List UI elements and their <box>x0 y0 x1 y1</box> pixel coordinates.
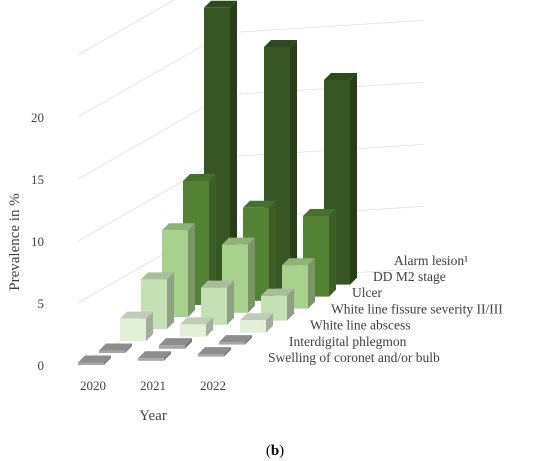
bar-top <box>240 313 273 321</box>
y-axis-title: Prevalence in % <box>7 193 23 290</box>
bar-side <box>350 73 357 285</box>
bar-top <box>159 338 192 346</box>
bar-front <box>78 362 104 365</box>
bar <box>240 313 273 333</box>
bar-side <box>230 0 237 294</box>
bar-top <box>264 40 297 47</box>
bar-side <box>209 174 216 305</box>
bar-side <box>290 40 297 289</box>
bar-top <box>78 355 111 363</box>
bar-front <box>180 324 206 337</box>
bar-top <box>204 0 237 8</box>
y-tick-label: 20 <box>31 110 44 125</box>
bar-top <box>222 237 255 245</box>
gridline <box>77 0 176 56</box>
bar-side <box>287 288 294 321</box>
bar-top <box>183 174 216 181</box>
caption-letter: b <box>271 443 279 459</box>
bar-top <box>261 288 294 296</box>
bar <box>78 355 111 365</box>
y-tick-label: 15 <box>31 172 44 187</box>
bar <box>264 40 297 289</box>
bar-top <box>138 351 171 359</box>
bar-top <box>303 209 336 216</box>
bar <box>120 311 153 341</box>
y-tick-labels: 0 5 10 15 20 <box>31 110 44 373</box>
bar <box>180 317 213 337</box>
figure-caption: (b) <box>266 443 284 459</box>
bar-front <box>99 350 125 353</box>
bar-side <box>188 223 195 317</box>
bar-side <box>125 343 132 353</box>
bar-top <box>243 200 276 208</box>
bar-front <box>219 342 245 345</box>
bar <box>99 343 132 353</box>
bar-side <box>224 347 231 357</box>
bar-side <box>164 351 171 361</box>
series-label: Alarm lesion¹ <box>394 253 468 268</box>
series-label: DD M2 stage <box>373 269 446 284</box>
bar-top <box>219 335 252 343</box>
bar-top <box>282 258 315 266</box>
bar-side <box>167 272 174 329</box>
bar-side <box>329 209 336 297</box>
series-label: Ulcer <box>352 285 382 300</box>
series-label: White line abscess <box>310 318 410 333</box>
bar <box>324 73 357 285</box>
bar-side <box>248 237 255 313</box>
bar-side <box>206 317 213 337</box>
bar-front <box>159 345 185 349</box>
bar-top <box>162 223 195 231</box>
bar-top <box>99 343 132 351</box>
bar-side <box>269 200 276 301</box>
gridline <box>77 82 424 180</box>
bar-top <box>198 347 231 355</box>
bar-top <box>120 311 153 319</box>
bar <box>159 338 192 349</box>
x-tick-labels: 2020 2021 2022 <box>80 378 226 393</box>
bar <box>138 351 171 361</box>
bars <box>78 0 357 365</box>
x-axis-title: Year <box>139 408 167 424</box>
caption-open: ( <box>266 443 271 459</box>
bar-front <box>138 358 164 361</box>
bar-front <box>198 354 224 357</box>
gridline <box>77 20 424 118</box>
bar-side <box>104 355 111 365</box>
series-label: Swelling of coronet and/or bulb <box>268 350 440 365</box>
y-tick-label: 5 <box>38 296 45 311</box>
bar-side <box>308 258 315 309</box>
bar-side <box>266 313 273 333</box>
caption-close: ) <box>279 443 284 459</box>
bar-side <box>227 280 234 325</box>
x-tick-label: 2021 <box>140 378 166 393</box>
bar-top <box>201 280 234 288</box>
x-tick-label: 2020 <box>80 378 106 393</box>
bar-side <box>146 311 153 341</box>
series-label: White line fissure severity II/III <box>331 301 503 316</box>
bar-front <box>120 318 146 341</box>
series-labels: Swelling of coronet and/or bulbInterdigi… <box>268 253 503 365</box>
bar <box>198 347 231 357</box>
y-tick-label: 10 <box>31 234 44 249</box>
bar-top <box>324 73 357 80</box>
bar-top <box>180 317 213 325</box>
bar-side <box>245 335 252 345</box>
bar-top <box>141 272 174 280</box>
bar-side <box>185 338 192 349</box>
x-tick-label: 2022 <box>200 378 226 393</box>
y-tick-label: 0 <box>38 358 45 373</box>
series-label: Interdigital phlegmon <box>289 334 407 349</box>
bar-front <box>240 320 266 333</box>
bar <box>219 335 252 345</box>
